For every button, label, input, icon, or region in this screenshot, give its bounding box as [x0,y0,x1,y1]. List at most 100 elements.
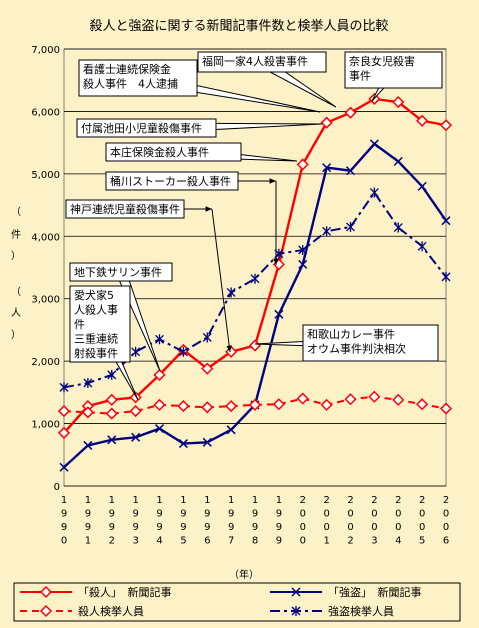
x-tick-char: 2 [419,495,425,506]
x-tick-char: 0 [395,509,401,520]
gridlines [64,48,446,487]
x-tick-char: 6 [204,536,210,547]
x-tick-char: 9 [276,522,282,533]
data-point [154,424,165,434]
x-tick-char: 5 [180,536,186,547]
x-tick-char: 2 [395,495,401,506]
callout-box [76,118,217,138]
data-point [59,382,69,393]
data-point [81,406,94,419]
x-tick-char: 9 [156,509,162,520]
x-tick-char: 0 [300,522,306,533]
data-point [131,346,141,357]
data-point [320,398,333,411]
data-point [296,392,309,405]
arrow-line [211,208,231,353]
y-axis-label-char: ） [11,250,21,262]
x-tick-char: 2 [109,536,115,547]
x-tick-char: 0 [443,509,449,520]
annotation-text: 件 [74,318,85,331]
annotation-text: 和歌山カレー事件 [307,327,395,341]
data-point [105,407,118,420]
data-point [369,139,379,149]
x-tick-char: 4 [395,536,401,547]
x-tick-char: 3 [132,536,138,547]
data-point [177,400,190,413]
x-tick-char: 1 [109,495,115,506]
data-point [393,222,403,233]
data-point [178,439,188,449]
data-point [201,362,214,375]
data-point [131,432,141,442]
x-tick-char: 0 [323,509,329,520]
data-point [344,393,357,406]
data-point [107,435,117,445]
annotation-text: 人殺人事 [74,303,118,317]
x-tick-char: 9 [109,509,115,520]
data-point [291,587,301,597]
annotation-arrow [184,206,212,212]
x-tick-char: 2 [347,495,353,506]
legend-box [13,582,461,622]
data-point [105,393,118,406]
data-point [441,271,451,282]
callout-box [69,262,173,282]
x-tick-char: 2 [300,495,306,506]
x-tick-char: 1 [180,495,186,506]
x-tick-char: 9 [61,509,67,520]
legend-entry: 殺人検挙人員 [20,604,144,618]
data-point [83,377,93,388]
x-axis-ticks: 1990199119921993199419951996199719981999… [61,495,449,547]
x-tick-char: 1 [85,495,91,506]
data-point [83,440,93,450]
data-point [39,585,53,599]
x-tick-char: 2 [347,536,353,547]
data-point [57,405,71,418]
data-point [226,287,236,298]
annotation-text: 奈良女児殺害 [349,54,415,68]
x-tick-char: 0 [419,509,425,520]
x-tick-char: 1 [228,495,234,506]
x-tick-char: 9 [252,509,258,520]
x-tick-char: 0 [323,522,329,533]
x-tick-char: 9 [252,522,258,533]
callout-box [197,51,327,73]
data-point [202,437,212,447]
data-point [107,369,117,380]
x-tick-char: 9 [156,522,162,533]
data-point [344,106,357,119]
x-tick-char: 0 [443,522,449,533]
x-tick-char: 1 [156,495,162,506]
annotation-text: 事件 [349,70,371,83]
data-point [202,332,212,343]
data-point [248,398,262,411]
x-tick-char: 0 [61,536,67,547]
x-tick-char: 1 [61,495,67,506]
data-point [439,119,453,132]
x-tick-char: 0 [419,522,425,533]
series-3 [57,390,453,420]
data-point [320,116,333,129]
data-point [155,334,164,345]
x-tick-char: 9 [228,509,234,520]
y-tick-label: 4,000 [31,232,60,243]
x-tick-char: 9 [109,522,115,533]
y-axis-ticks: 0 1,000 2,000 3,000 4,000 5,000 6,000 7,000 [31,45,60,493]
x-tick-char: 1 [252,495,258,506]
annotation-callout: 本庄保険金殺人事件 [105,142,298,162]
x-tick-char: 9 [276,536,282,547]
y-tick-label: 2,000 [31,357,60,368]
x-tick-char: 9 [180,522,186,533]
data-point [345,166,356,176]
